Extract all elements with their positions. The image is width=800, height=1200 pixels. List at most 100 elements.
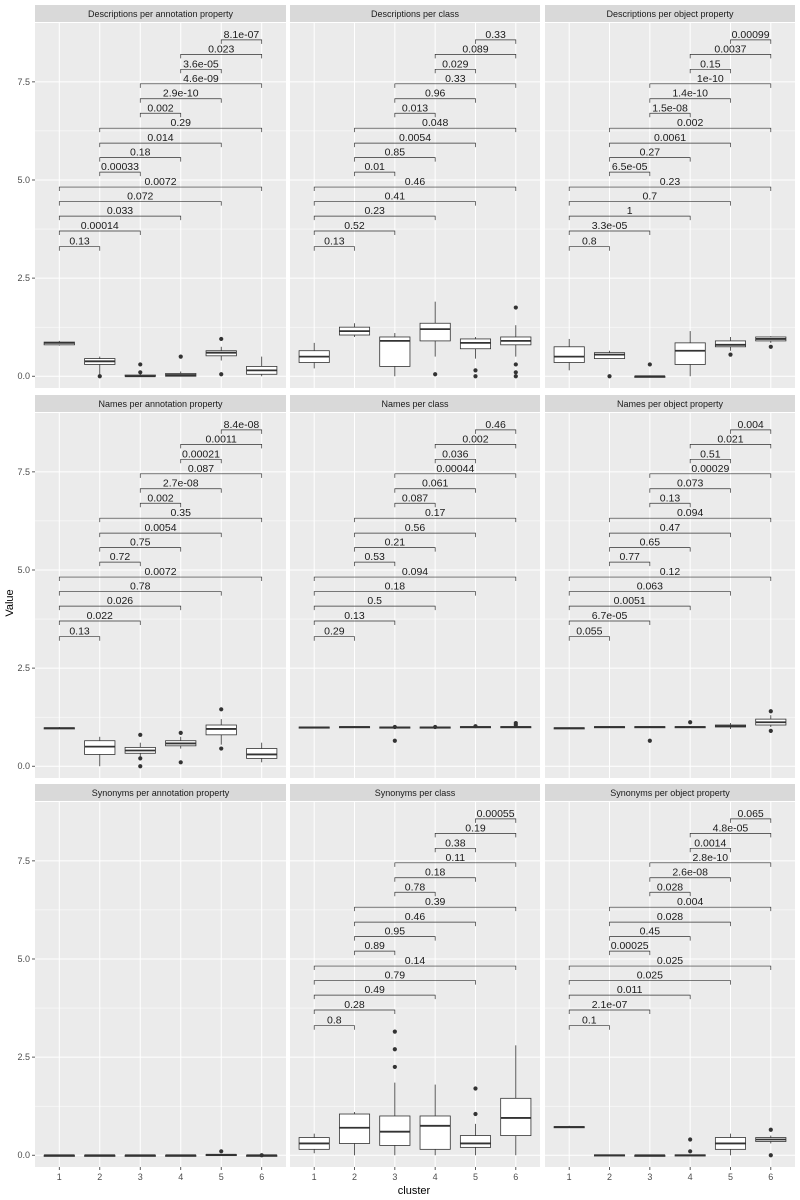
bracket-line — [99, 547, 182, 552]
p-value-label: 0.13 — [344, 610, 365, 622]
p-value-label: 0.094 — [677, 507, 703, 519]
p-value-label: 0.00029 — [691, 463, 729, 475]
outlier-point — [513, 362, 518, 367]
bracket-line — [58, 636, 101, 641]
bracket-line — [313, 980, 476, 985]
p-value-label: 0.19 — [465, 822, 486, 834]
p-value-label: 1.5e-08 — [652, 102, 688, 114]
boxplot-cluster-4 — [419, 301, 451, 377]
box — [379, 1115, 411, 1146]
x-tick-label: 6 — [259, 1172, 264, 1182]
p-value-label: 6.7e-05 — [592, 610, 628, 622]
boxplot-cluster-5 — [205, 336, 237, 377]
bracket-line — [180, 54, 263, 59]
outlier-point — [138, 756, 143, 761]
outlier-point — [768, 344, 773, 349]
p-value-label: 0.055 — [576, 626, 602, 638]
boxplot-cluster-1 — [553, 338, 585, 371]
significance-bracket: 0.063 — [568, 581, 731, 596]
p-value-label: 0.021 — [717, 433, 743, 445]
bracket-line — [609, 561, 651, 567]
x-tick-label: 4 — [178, 1172, 183, 1182]
bracket-line — [568, 186, 772, 192]
bracket-line — [568, 215, 691, 221]
outlier-point — [473, 368, 478, 373]
bracket-line — [568, 1009, 651, 1015]
bracket-line — [730, 818, 772, 823]
p-value-label: 0.18 — [385, 581, 406, 593]
significance-bracket: 0.0051 — [568, 595, 691, 611]
bracket-line — [139, 83, 263, 88]
p-value-label: 0.78 — [405, 881, 426, 893]
p-value-label: 0.0072 — [144, 566, 176, 578]
significance-bracket: 0.19 — [434, 822, 517, 838]
bracket-line — [139, 112, 182, 118]
significance-bracket: 0.00021 — [180, 448, 222, 464]
bracket-line — [394, 98, 476, 103]
p-value-label: 0.00025 — [611, 940, 649, 952]
p-value-label: 0.65 — [640, 537, 661, 549]
significance-bracket: 0.0072 — [58, 566, 263, 582]
boxplot-cluster-4 — [674, 1137, 706, 1157]
significance-bracket: 1e-10 — [649, 73, 772, 88]
p-value-label: 0.27 — [640, 147, 661, 159]
outlier-point — [178, 354, 183, 359]
boxplot-cluster-3 — [379, 333, 411, 377]
bracket-line — [649, 891, 691, 897]
significance-bracket: 2.8e-10 — [649, 852, 772, 867]
bracket-line — [568, 965, 772, 971]
bracket-line — [609, 547, 691, 552]
significance-bracket: 0.95 — [354, 926, 436, 941]
significance-bracket: 0.75 — [99, 537, 182, 552]
p-value-label: 0.29 — [171, 117, 192, 129]
p-value-label: 0.036 — [442, 448, 468, 460]
p-value-label: 0.01 — [364, 161, 385, 173]
boxplot-cluster-6 — [755, 1127, 787, 1158]
outlier-point — [473, 1111, 478, 1117]
significance-bracket: 0.11 — [394, 852, 517, 867]
significance-bracket: 0.89 — [354, 940, 396, 956]
bracket-line — [475, 429, 517, 434]
outlier-point — [97, 374, 102, 379]
bracket-line — [313, 246, 355, 251]
significance-bracket: 0.036 — [434, 448, 476, 464]
p-value-label: 0.063 — [637, 581, 663, 593]
bracket-line — [139, 502, 182, 508]
p-value-label: 0.0054 — [399, 132, 431, 144]
outlier-point — [392, 738, 397, 743]
significance-bracket: 0.0037 — [689, 43, 772, 59]
boxplot-cluster-3 — [379, 724, 411, 743]
y-tick-label: 7.5 — [17, 77, 30, 87]
bracket-line — [58, 201, 222, 206]
p-value-label: 0.028 — [657, 881, 683, 893]
significance-bracket: 0.46 — [313, 176, 517, 192]
significance-bracket: 0.79 — [313, 970, 476, 985]
outlier-point — [138, 370, 143, 375]
bracket-line — [609, 127, 772, 133]
bracket-line — [313, 1009, 396, 1015]
bracket-line — [730, 39, 772, 44]
significance-bracket: 0.094 — [313, 566, 517, 582]
bracket-line — [730, 429, 772, 434]
boxplot-cluster-6 — [246, 356, 278, 377]
significance-bracket: 0.47 — [609, 522, 731, 538]
p-value-label: 0.89 — [364, 940, 385, 952]
p-value-label: 0.028 — [657, 911, 683, 923]
x-tick-label: 6 — [768, 1172, 773, 1182]
bracket-line — [649, 112, 691, 118]
bracket-line — [99, 561, 141, 567]
p-value-label: 0.00021 — [182, 448, 220, 460]
p-value-label: 8.1e-07 — [224, 29, 260, 41]
p-value-label: 1.4e-10 — [672, 88, 708, 100]
significance-bracket: 1.5e-08 — [649, 102, 691, 118]
p-value-label: 0.011 — [617, 984, 643, 996]
significance-bracket: 4.8e-05 — [689, 822, 772, 838]
p-value-label: 0.38 — [445, 837, 466, 849]
bracket-line — [313, 605, 436, 611]
p-value-label: 0.002 — [147, 102, 173, 114]
y-tick-label: 2.5 — [17, 1052, 30, 1062]
bracket-line — [139, 98, 222, 103]
p-value-label: 0.048 — [422, 117, 448, 129]
box — [553, 346, 585, 363]
significance-bracket: 6.5e-05 — [609, 161, 651, 177]
